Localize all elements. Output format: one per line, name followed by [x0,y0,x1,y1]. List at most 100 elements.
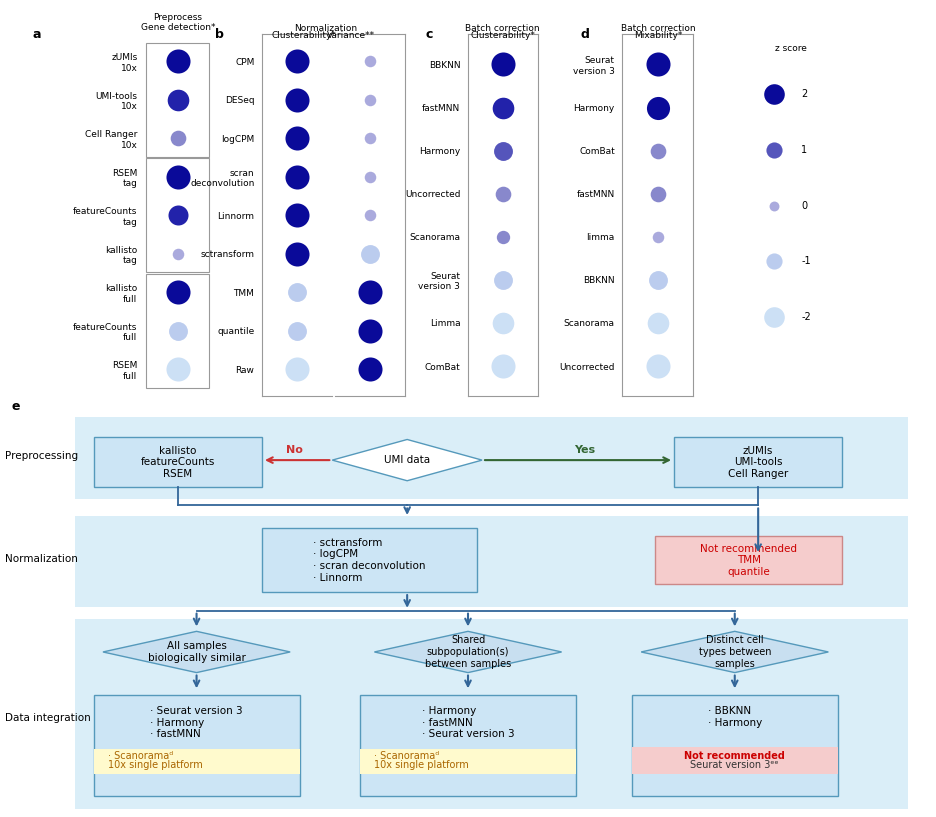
Point [290,286,305,299]
Polygon shape [332,440,482,480]
Point [290,132,305,145]
Bar [146,42,210,157]
Point [650,58,665,71]
Point [290,55,305,68]
FancyBboxPatch shape [632,695,838,797]
Text: · sctransform
· logCPM
· scran deconvolution
· Linnorm: · sctransform · logCPM · scran deconvolu… [314,538,426,583]
Point [650,230,665,243]
Text: Normalization: Normalization [5,554,78,564]
Text: Yes: Yes [575,445,595,455]
Point [170,93,185,106]
Point [496,101,511,114]
Text: NATURE BIOTECHNOLOGY: NATURE BIOTECHNOLOGY [11,9,202,21]
Point [650,359,665,373]
Text: · BBKNN
· Harmony: · BBKNN · Harmony [708,706,762,786]
Point [170,170,185,183]
Text: Data integration: Data integration [5,713,91,723]
Text: Shared
subpopulation(s)
between samples: Shared subpopulation(s) between samples [425,636,511,668]
Text: Mixability*: Mixability* [634,30,682,39]
Point [496,144,511,157]
Text: · Scanoramaᵈ: · Scanoramaᵈ [108,751,173,761]
Text: z score: z score [775,44,807,53]
Text: 0: 0 [801,200,807,211]
Point [363,55,378,68]
Text: Normalization: Normalization [294,24,358,33]
Bar [632,747,838,774]
Point [170,363,185,376]
Point [170,248,185,261]
Text: kallisto
featureCounts
RSEM: kallisto featureCounts RSEM [140,445,215,479]
Text: No: No [286,445,303,455]
FancyBboxPatch shape [94,437,262,487]
Point [363,93,378,106]
Bar [94,749,300,774]
Title: Preprocess
Gene detection*: Preprocess Gene detection* [140,13,215,32]
Polygon shape [374,632,562,672]
Point [650,187,665,200]
Point [170,286,185,299]
Polygon shape [641,632,828,672]
Bar [75,417,908,499]
Text: Preprocessing: Preprocessing [5,451,78,461]
Point [290,209,305,222]
Point [170,209,185,222]
Text: Clusterability*: Clusterability* [470,30,535,39]
Point [363,324,378,337]
Point [496,316,511,329]
Text: Seurat version 3ᵉᵉ: Seurat version 3ᵉᵉ [691,761,779,770]
Point [363,209,378,222]
FancyBboxPatch shape [94,695,300,797]
Text: zUMIs
UMI-tools
Cell Ranger: zUMIs UMI-tools Cell Ranger [728,445,788,479]
Text: 10x single platform: 10x single platform [108,761,202,770]
Text: 10x single platform: 10x single platform [374,761,469,770]
Text: All samples
biologically similar: All samples biologically similar [148,641,245,663]
Bar [360,749,576,774]
Point [290,93,305,106]
Point [290,248,305,261]
Point [767,255,782,268]
Bar [75,516,908,606]
Point [767,87,782,100]
Point [650,316,665,329]
Bar [146,158,210,272]
Point [496,274,511,287]
Text: Batch correction: Batch correction [465,24,540,33]
Point [363,248,378,261]
Text: 1: 1 [801,145,807,154]
Point [290,170,305,183]
Text: a: a [33,29,41,42]
FancyBboxPatch shape [262,529,477,592]
Text: UMI data: UMI data [384,455,431,465]
FancyBboxPatch shape [655,537,842,584]
Text: Clusterability*: Clusterability* [271,30,337,39]
Point [363,286,378,299]
Text: -2: -2 [801,312,811,323]
Point [767,199,782,212]
Text: e: e [11,400,20,413]
Text: · Harmony
· fastMNN
· Seurat version 3: · Harmony · fastMNN · Seurat version 3 [422,706,514,786]
Text: Not recommended: Not recommended [684,751,785,761]
Text: b: b [215,29,224,42]
Bar [75,619,908,809]
Point [363,170,378,183]
Point [650,101,665,114]
FancyBboxPatch shape [674,437,842,487]
Point [767,143,782,156]
Point [496,187,511,200]
Point [767,311,782,324]
Point [496,359,511,373]
Point [363,132,378,145]
Text: -1: -1 [801,257,811,266]
Text: Variance**: Variance** [327,30,375,39]
Point [170,324,185,337]
Point [650,274,665,287]
FancyBboxPatch shape [360,695,576,797]
Point [496,58,511,71]
Polygon shape [103,632,290,672]
Bar [146,274,210,388]
Text: 2: 2 [801,88,807,99]
Text: Distinct cell
types between
samples: Distinct cell types between samples [698,636,771,668]
Text: · Scanoramaᵈ: · Scanoramaᵈ [374,751,440,761]
Point [170,132,185,145]
Point [650,144,665,157]
